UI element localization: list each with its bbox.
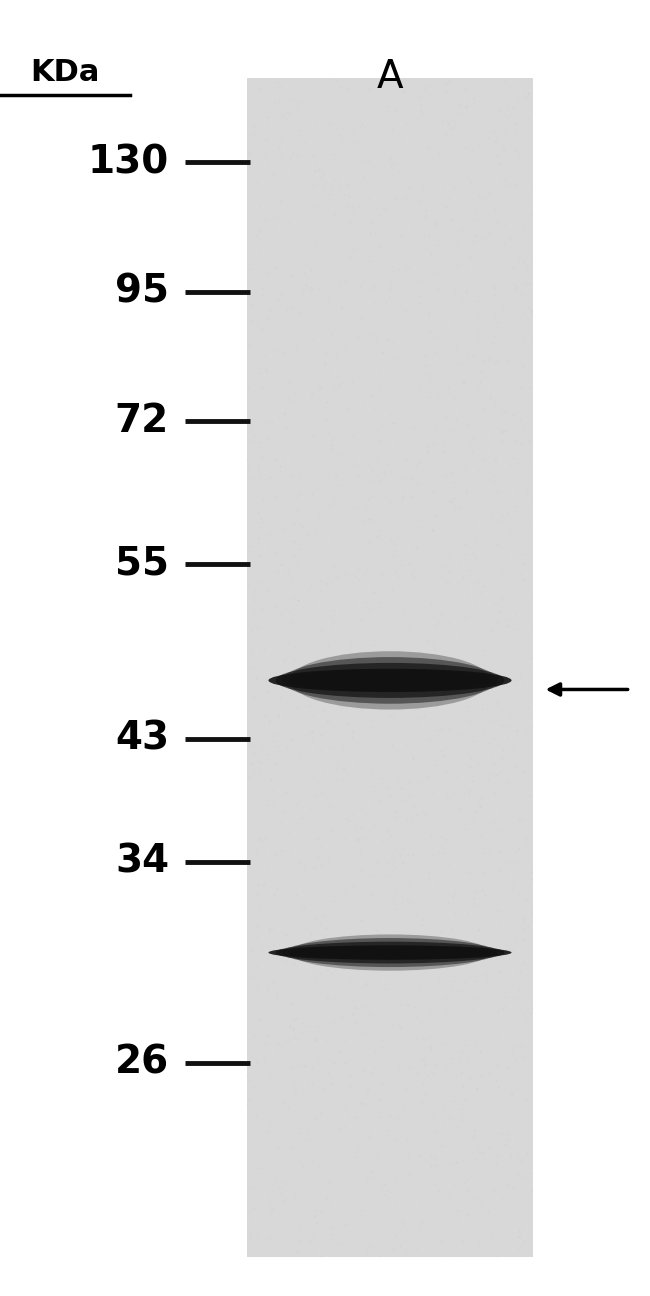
Ellipse shape bbox=[290, 652, 490, 710]
Ellipse shape bbox=[276, 664, 504, 697]
Text: 26: 26 bbox=[115, 1043, 169, 1082]
Ellipse shape bbox=[268, 669, 512, 692]
Text: 95: 95 bbox=[115, 272, 169, 311]
Ellipse shape bbox=[283, 938, 497, 967]
Text: 43: 43 bbox=[115, 719, 169, 758]
Ellipse shape bbox=[276, 942, 504, 963]
Ellipse shape bbox=[290, 946, 490, 959]
Text: 55: 55 bbox=[115, 544, 169, 583]
Ellipse shape bbox=[283, 657, 497, 704]
Text: 72: 72 bbox=[115, 402, 169, 441]
Ellipse shape bbox=[268, 945, 512, 960]
Ellipse shape bbox=[290, 934, 490, 971]
Text: 34: 34 bbox=[115, 842, 169, 881]
Text: KDa: KDa bbox=[31, 58, 99, 87]
Text: 130: 130 bbox=[88, 143, 169, 181]
Ellipse shape bbox=[290, 670, 490, 691]
FancyBboxPatch shape bbox=[247, 78, 533, 1257]
Text: A: A bbox=[377, 58, 403, 96]
